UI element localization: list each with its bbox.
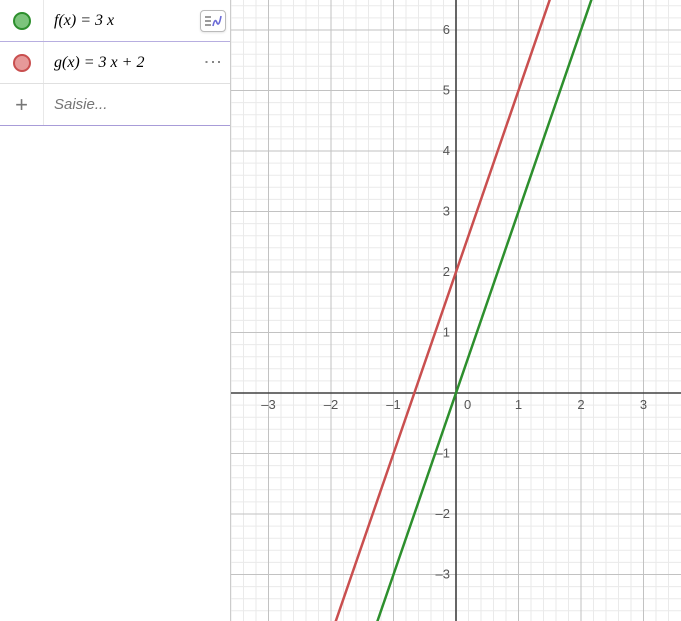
svg-text:–3: –3 (436, 567, 450, 582)
expression-text: g(x) = 3 x + 2 (44, 54, 196, 72)
svg-text:4: 4 (443, 143, 450, 158)
svg-text:2: 2 (577, 397, 584, 412)
graph-canvas[interactable]: –3–2–10123–3–2–1123456 (231, 0, 681, 621)
color-dot (13, 54, 31, 72)
expression-text: f(x) = 3 x (44, 12, 196, 30)
graph-svg: –3–2–10123–3–2–1123456 (231, 0, 681, 621)
row-action[interactable]: ⋮ (196, 53, 230, 72)
row-action[interactable] (196, 10, 230, 32)
svg-text:1: 1 (443, 325, 450, 340)
svg-text:3: 3 (640, 397, 647, 412)
svg-text:–1: –1 (386, 397, 400, 412)
svg-text:6: 6 (443, 22, 450, 37)
list-handle-icon (200, 10, 226, 32)
add-expression-button[interactable]: + (0, 84, 44, 125)
visibility-dot-cell[interactable] (0, 42, 44, 83)
plus-icon: + (15, 94, 28, 116)
visibility-dot-cell[interactable] (0, 0, 44, 41)
svg-text:–3: –3 (261, 397, 275, 412)
svg-text:1: 1 (515, 397, 522, 412)
new-expression-row[interactable]: + (0, 84, 230, 126)
svg-text:3: 3 (443, 204, 450, 219)
expression-input[interactable] (44, 96, 255, 113)
svg-text:–2: –2 (436, 506, 450, 521)
svg-text:2: 2 (443, 264, 450, 279)
svg-text:5: 5 (443, 83, 450, 98)
expression-row[interactable]: f(x) = 3 x (0, 0, 230, 42)
svg-text:0: 0 (464, 397, 471, 412)
color-dot (13, 12, 31, 30)
expression-sidebar: f(x) = 3 x g(x) = 3 x + 2 ⋮ + (0, 0, 231, 621)
svg-text:–2: –2 (324, 397, 338, 412)
expression-row[interactable]: g(x) = 3 x + 2 ⋮ (0, 42, 230, 84)
